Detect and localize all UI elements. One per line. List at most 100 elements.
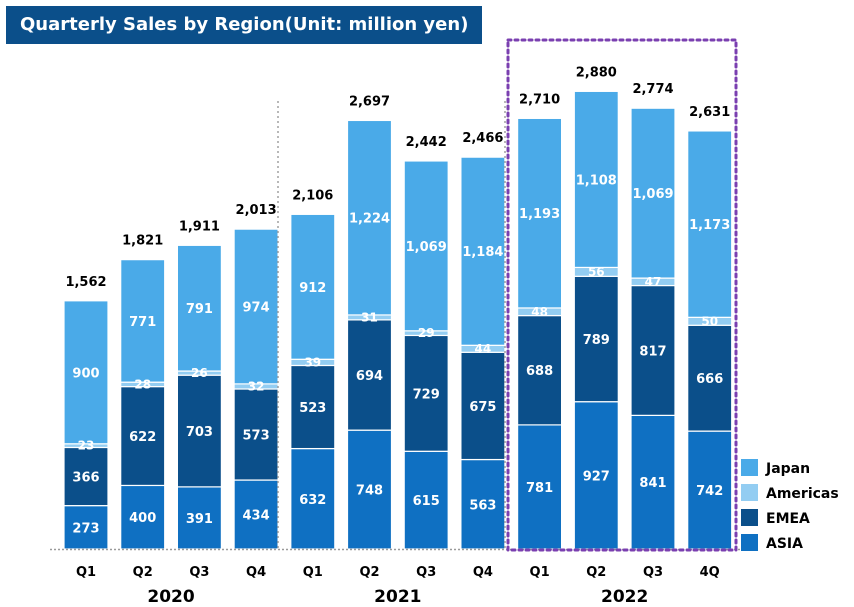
segment-value-label: 789 [583, 333, 610, 348]
x-tick-label: Q3 [189, 565, 209, 580]
segment-value-label: 434 [243, 509, 270, 524]
segment-value-label: 31 [361, 310, 378, 324]
bar-segment-japan [403, 160, 449, 332]
bar-total-label: 2,442 [406, 135, 447, 150]
legend-label: Japan [765, 461, 810, 477]
bar-total-label: 2,697 [349, 94, 390, 109]
x-tick-label: Q1 [76, 565, 96, 580]
x-tick-label: Q2 [586, 565, 606, 580]
segment-value-label: 675 [469, 400, 496, 415]
segment-value-label: 615 [413, 494, 440, 509]
segment-value-label: 729 [413, 387, 440, 402]
bar-total-label: 1,562 [65, 275, 106, 290]
segment-value-label: 974 [243, 301, 270, 316]
bar-total-label: 2,013 [236, 203, 277, 218]
labels-group: 273 366 23 900 1,562 400 622 28 771 1,821 391 703 26… [65, 65, 730, 536]
x-tick-label: Q4 [246, 565, 266, 580]
segment-value-label: 56 [588, 265, 605, 279]
bar-segment-japan [630, 107, 676, 279]
x-tick-label: 4Q [700, 565, 720, 580]
legend-label: ASIA [766, 536, 803, 552]
segment-value-label: 694 [356, 369, 383, 384]
segment-value-label: 781 [526, 481, 553, 496]
highlight-2022-box [506, 38, 738, 552]
bar-segment-emea [346, 319, 393, 431]
bar-segment-asia [403, 450, 449, 550]
segment-value-label: 48 [531, 305, 548, 319]
bar-total-label: 2,710 [519, 92, 560, 107]
segment-value-label: 273 [72, 521, 99, 536]
bar-segment-asia [233, 479, 279, 550]
x-tick-label: Q2 [359, 565, 379, 580]
segment-value-label: 28 [134, 377, 151, 391]
bar-total-label: 1,911 [179, 219, 220, 234]
segment-value-label: 900 [72, 366, 99, 381]
x-tick-label: Q3 [416, 565, 436, 580]
segment-value-label: 1,193 [519, 207, 560, 222]
bar-segment-emea [120, 386, 166, 487]
segment-value-label: 622 [129, 430, 156, 445]
bar-total-label: 2,466 [462, 131, 503, 146]
bar-segment-asia [687, 430, 733, 550]
segment-value-label: 391 [186, 512, 213, 527]
legend-label: Americas [766, 486, 839, 502]
bar-segment-japan [516, 117, 563, 309]
segment-value-label: 791 [186, 302, 213, 317]
segment-value-label: 26 [191, 366, 208, 380]
segment-value-label: 771 [129, 315, 156, 330]
segment-value-label: 44 [475, 342, 492, 356]
segment-value-label: 703 [186, 425, 213, 440]
year-label: 2020 [147, 587, 194, 607]
segment-value-label: 1,224 [349, 212, 390, 227]
segment-value-label: 29 [418, 326, 435, 340]
segment-value-label: 748 [356, 484, 383, 499]
segment-value-label: 47 [645, 275, 662, 289]
segment-value-label: 400 [129, 511, 156, 526]
x-tick-label: Q4 [473, 565, 493, 580]
bar-segment-japan [346, 119, 393, 316]
bar-total-label: 2,880 [576, 65, 617, 80]
bar-segment-asia [120, 484, 166, 550]
segment-value-label: 366 [72, 471, 99, 486]
bar-segment-emea [233, 388, 279, 481]
bar-segment-emea [630, 284, 676, 416]
bar-segment-asia [63, 505, 109, 550]
bars-group [63, 90, 733, 550]
segment-value-label: 23 [78, 439, 95, 453]
segment-value-label: 912 [299, 281, 326, 296]
bar-segment-emea [573, 275, 619, 403]
segment-value-label: 1,173 [689, 218, 730, 233]
segment-value-label: 841 [639, 476, 666, 491]
segment-value-label: 39 [304, 355, 321, 369]
segment-value-label: 1,069 [632, 187, 673, 202]
axis-group: Q1 Q2 Q3 Q4 Q1 Q2 Q3 Q4 Q1 Q2 Q3 4Q 2020 2021 2022 [50, 38, 740, 607]
bar-segment-emea [403, 334, 449, 452]
segment-value-label: 573 [243, 429, 270, 444]
x-tick-label: Q2 [133, 565, 153, 580]
chart-title: Quarterly Sales by Region(Unit: million … [6, 6, 483, 44]
year-label: 2021 [374, 587, 421, 607]
bar-segment-japan [573, 90, 619, 269]
legend-swatch-asia [741, 534, 758, 551]
bar-segment-japan [120, 259, 166, 383]
x-tick-label: Q3 [643, 565, 663, 580]
segment-value-label: 666 [696, 372, 723, 387]
bar-total-label: 2,106 [292, 188, 333, 203]
bar-segment-japan [687, 130, 733, 318]
bar-segment-japan [290, 213, 336, 360]
bar-segment-asia [460, 458, 506, 550]
bar-segment-emea [290, 364, 336, 450]
segment-value-label: 742 [696, 484, 723, 499]
x-tick-label: Q1 [530, 565, 550, 580]
bar-total-label: 1,821 [122, 234, 163, 249]
bar-total-label: 2,631 [689, 105, 730, 120]
segment-value-label: 563 [469, 498, 496, 513]
segment-value-label: 632 [299, 493, 326, 508]
segment-value-label: 1,069 [406, 240, 447, 255]
bar-segment-asia [630, 414, 676, 550]
segment-value-label: 1,108 [576, 173, 617, 188]
year-label: 2022 [601, 587, 648, 607]
segment-value-label: 1,184 [462, 245, 503, 260]
legend-swatch-japan [741, 459, 758, 476]
bar-segment-japan [233, 228, 279, 385]
